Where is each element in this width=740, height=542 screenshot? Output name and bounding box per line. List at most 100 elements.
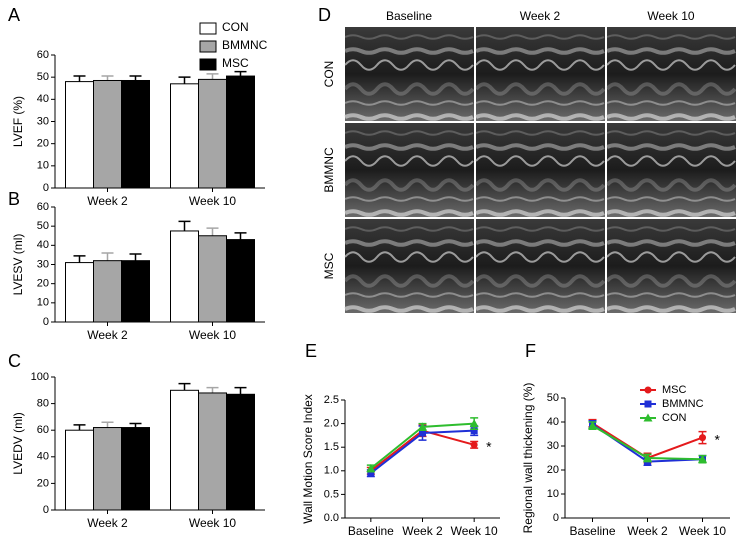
echo-band bbox=[475, 239, 605, 247]
error-bar bbox=[73, 424, 86, 431]
echo-band bbox=[344, 143, 474, 151]
error-bar bbox=[178, 76, 191, 84]
y-tick-label: 20 bbox=[37, 138, 49, 150]
echo-band bbox=[343, 82, 475, 96]
error-bar bbox=[178, 220, 191, 231]
echo-band bbox=[606, 100, 736, 106]
legend-swatch bbox=[199, 58, 217, 71]
marker bbox=[419, 429, 426, 437]
error-bar bbox=[73, 255, 86, 263]
y-tick-label: 50 bbox=[37, 71, 49, 83]
echo-image bbox=[345, 123, 474, 217]
column-label: Week 2 bbox=[520, 9, 561, 23]
bar bbox=[170, 83, 199, 189]
echo-band bbox=[475, 226, 605, 232]
legend-label: MSC bbox=[222, 56, 249, 70]
error-bar bbox=[206, 386, 219, 393]
y-tick-label: 60 bbox=[37, 424, 49, 436]
error-bar bbox=[101, 252, 114, 261]
error-bar bbox=[234, 70, 247, 77]
echo-band bbox=[344, 113, 474, 121]
bar bbox=[170, 389, 199, 511]
echo-band bbox=[344, 292, 474, 298]
bar bbox=[226, 239, 255, 323]
annotation: * bbox=[486, 439, 492, 455]
bar bbox=[121, 79, 150, 189]
y-axis-label: LVESV (ml) bbox=[11, 234, 25, 296]
legend-swatch bbox=[199, 22, 217, 35]
x-tick-label: Week 10 bbox=[189, 194, 236, 208]
x-tick-label: Week 10 bbox=[189, 328, 236, 342]
panel-label: A bbox=[8, 5, 20, 25]
echo-image bbox=[345, 27, 474, 121]
echo-image bbox=[607, 123, 736, 217]
y-tick-label: 80 bbox=[37, 398, 49, 410]
echo-band bbox=[475, 47, 605, 55]
error-bar bbox=[73, 75, 86, 82]
echo-band bbox=[474, 274, 606, 288]
bar bbox=[65, 429, 94, 511]
annotation: * bbox=[715, 431, 721, 447]
echo-band bbox=[344, 100, 474, 106]
column-label: Baseline bbox=[386, 9, 432, 23]
echo-band bbox=[344, 59, 474, 71]
echo-image bbox=[476, 123, 605, 217]
echo-band bbox=[605, 178, 737, 192]
column-label: Week 10 bbox=[647, 9, 694, 23]
echo-band bbox=[344, 130, 474, 136]
error-bar bbox=[206, 73, 219, 80]
echo-band bbox=[606, 305, 736, 313]
y-tick-label: 0 bbox=[43, 316, 49, 328]
echo-band bbox=[606, 292, 736, 298]
error-bar bbox=[234, 232, 247, 240]
y-tick-label: 30 bbox=[37, 258, 49, 270]
bar bbox=[121, 260, 150, 323]
x-tick-label: Week 10 bbox=[189, 516, 236, 530]
bar bbox=[93, 427, 122, 511]
marker bbox=[366, 463, 376, 472]
y-tick-label: 30 bbox=[37, 115, 49, 127]
echo-band bbox=[474, 178, 606, 192]
row-label: CON bbox=[322, 61, 336, 88]
marker bbox=[644, 386, 652, 394]
echo-band bbox=[606, 155, 736, 167]
x-tick-label: Baseline bbox=[348, 524, 394, 538]
row-label: BMMNC bbox=[322, 147, 336, 193]
bar bbox=[65, 81, 94, 189]
echo-band bbox=[606, 113, 736, 121]
echo-band bbox=[475, 251, 605, 263]
y-tick-label: 1.5 bbox=[324, 441, 339, 453]
echo-band bbox=[605, 82, 737, 96]
echo-band bbox=[606, 196, 736, 202]
panel-label: F bbox=[525, 341, 536, 361]
echo-image bbox=[607, 27, 736, 121]
legend-label: BMMNC bbox=[662, 398, 704, 410]
error-bar bbox=[129, 253, 142, 261]
y-axis-label: Wall Motion Score Index bbox=[301, 394, 315, 524]
marker bbox=[644, 400, 652, 408]
x-tick-label: Week 2 bbox=[87, 194, 128, 208]
x-tick-label: Week 2 bbox=[87, 516, 128, 530]
echo-band bbox=[475, 292, 605, 298]
marker bbox=[643, 453, 652, 462]
bar bbox=[198, 78, 227, 189]
legend-label: CON bbox=[662, 412, 687, 424]
echo-band bbox=[344, 34, 474, 40]
echo-band bbox=[475, 196, 605, 202]
echo-band bbox=[606, 239, 736, 247]
y-tick-label: 20 bbox=[37, 278, 49, 290]
echo-image bbox=[607, 219, 736, 313]
marker bbox=[470, 427, 478, 435]
bar bbox=[226, 393, 255, 511]
y-tick-label: 60 bbox=[37, 201, 49, 213]
echo-band bbox=[475, 143, 605, 151]
error-bar bbox=[129, 422, 142, 428]
echo-band bbox=[344, 47, 474, 55]
echo-band bbox=[606, 226, 736, 232]
error-bar bbox=[206, 227, 219, 236]
legend-label: CON bbox=[222, 20, 249, 34]
x-tick-label: Week 10 bbox=[679, 524, 726, 538]
echo-band bbox=[343, 274, 475, 288]
echo-band bbox=[474, 82, 606, 96]
bar bbox=[121, 427, 150, 511]
